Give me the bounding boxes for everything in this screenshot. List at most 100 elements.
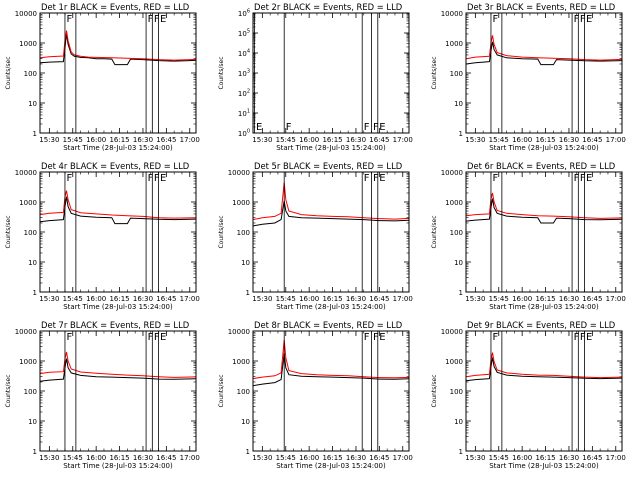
x-tick-label: 15:30	[39, 136, 59, 144]
x-tick-label: 16:45	[156, 136, 176, 144]
x-tick-label: 15:45	[276, 136, 296, 144]
y-tick-label: 10000	[228, 169, 250, 177]
x-tick-label: 16:30	[133, 295, 153, 303]
x-tick-label: 17:00	[180, 136, 200, 144]
y-axis-label: Counts/sec	[218, 215, 225, 248]
panel-det-9: Det 9r BLACK = Events, RED = LLD Counts/s…	[431, 320, 626, 470]
y-tick-label: 10000	[441, 10, 463, 18]
x-tick-label: 16:45	[582, 136, 602, 144]
series-line-lld	[253, 339, 409, 380]
x-axis-label: Start Time (28-Jul-03 15:24:00)	[63, 462, 173, 470]
y-tick-label: 100	[24, 388, 37, 396]
x-axis-label: Start Time (28-Jul-03 15:24:00)	[489, 144, 599, 152]
y-tick-label: 10	[241, 418, 250, 426]
series-group	[253, 182, 409, 227]
x-tick-label: 15:45	[489, 295, 509, 303]
x-tick-label: 16:15	[535, 454, 555, 462]
y-tick-label: 10	[241, 259, 250, 267]
event-marker-label: F	[66, 173, 72, 184]
y-axis-label: Counts/sec	[5, 56, 12, 89]
x-tick-label: 16:00	[86, 136, 106, 144]
panel-det-5: Det 5r BLACK = Events, RED = LLD Counts/s…	[218, 161, 413, 311]
x-tick-label: 16:45	[156, 454, 176, 462]
x-tick-label: 16:00	[512, 136, 532, 144]
plot-frame	[39, 330, 197, 452]
event-marker-label: F	[373, 332, 379, 343]
event-marker-label: E	[586, 173, 592, 184]
plot-frame	[252, 330, 410, 452]
series-line-lld	[466, 192, 622, 219]
series-group	[40, 190, 196, 225]
y-tick-label: 100	[237, 388, 250, 396]
y-tick-label: 1000	[19, 199, 37, 207]
x-tick-label: 16:30	[559, 454, 579, 462]
y-tick-label: 1000	[445, 199, 463, 207]
y-tick-label: 100	[237, 229, 250, 237]
y-tick-label: 106	[238, 9, 250, 19]
x-tick-label: 16:00	[512, 454, 532, 462]
x-tick-label: 17:00	[606, 136, 626, 144]
x-tick-label: 15:30	[252, 295, 272, 303]
panel-title: Det 6r BLACK = Events, RED = LLD	[467, 161, 615, 171]
x-tick-label: 16:00	[299, 136, 319, 144]
x-tick-label: 15:30	[465, 454, 485, 462]
x-tick-label: 15:45	[276, 454, 296, 462]
x-tick-label: 16:45	[369, 136, 389, 144]
panel-title: Det 4r BLACK = Events, RED = LLD	[41, 161, 189, 171]
x-tick-label: 16:30	[346, 454, 366, 462]
y-tick-label: 1	[33, 289, 37, 297]
y-tick-label: 102	[238, 89, 250, 99]
y-tick-label: 1000	[19, 40, 37, 48]
series-line-events	[40, 196, 196, 225]
x-tick-label: 16:15	[109, 454, 129, 462]
series-line-lld	[466, 35, 622, 61]
x-tick-label: 17:00	[393, 136, 413, 144]
y-tick-label: 10000	[228, 328, 250, 336]
event-marker-label: F	[148, 332, 154, 343]
y-axis-label: Counts/sec	[431, 56, 438, 89]
y-tick-label: 103	[238, 69, 250, 79]
x-tick-label: 16:45	[369, 295, 389, 303]
event-marker-label: F	[148, 173, 154, 184]
panel-det-7: Det 7r BLACK = Events, RED = LLD Counts/s…	[5, 320, 200, 470]
event-marker-label: F	[373, 122, 379, 133]
event-marker-label: E	[379, 122, 385, 133]
x-tick-label: 16:00	[86, 454, 106, 462]
event-marker-label: F	[286, 122, 292, 133]
x-tick-label: 16:30	[133, 136, 153, 144]
event-marker-label: F	[154, 173, 160, 184]
x-tick-label: 16:30	[133, 454, 153, 462]
y-axis-label: Counts/sec	[218, 56, 225, 89]
series-line-events	[253, 200, 409, 227]
x-tick-label: 17:00	[606, 295, 626, 303]
event-marker-label: F	[580, 173, 586, 184]
series-group	[253, 339, 409, 387]
event-marker-label: F	[373, 173, 379, 184]
event-marker-label: F	[492, 14, 498, 25]
plot-frame	[465, 330, 623, 452]
event-marker-label: E	[160, 14, 166, 25]
event-marker-label: F	[492, 173, 498, 184]
y-tick-label: 10	[454, 100, 463, 108]
panel-title: Det 2r BLACK = Events, RED = LLD	[254, 2, 402, 12]
x-tick-label: 15:30	[39, 454, 59, 462]
x-axis-label: Start Time (28-Jul-03 15:24:00)	[489, 462, 599, 470]
y-tick-label: 10	[454, 259, 463, 267]
series-line-lld	[40, 190, 196, 219]
x-tick-label: 15:45	[63, 454, 83, 462]
panel-det-4: Det 4r BLACK = Events, RED = LLD Counts/s…	[5, 161, 200, 311]
y-tick-label: 1000	[232, 199, 250, 207]
event-marker-label: F	[66, 332, 72, 343]
event-marker-label: F	[492, 332, 498, 343]
x-tick-label: 15:30	[465, 295, 485, 303]
y-tick-label: 100	[450, 70, 463, 78]
panel-det-2: Det 2r BLACK = Events, RED = LLD Counts/s…	[218, 2, 413, 152]
series-line-lld	[40, 351, 196, 378]
x-tick-label: 16:15	[535, 136, 555, 144]
y-tick-label: 100	[450, 229, 463, 237]
event-marker-label: E	[160, 332, 166, 343]
y-axis-label: Counts/sec	[5, 374, 12, 407]
event-marker-label: E	[256, 122, 262, 133]
x-axis-label: Start Time (28-Jul-03 15:24:00)	[276, 144, 386, 152]
